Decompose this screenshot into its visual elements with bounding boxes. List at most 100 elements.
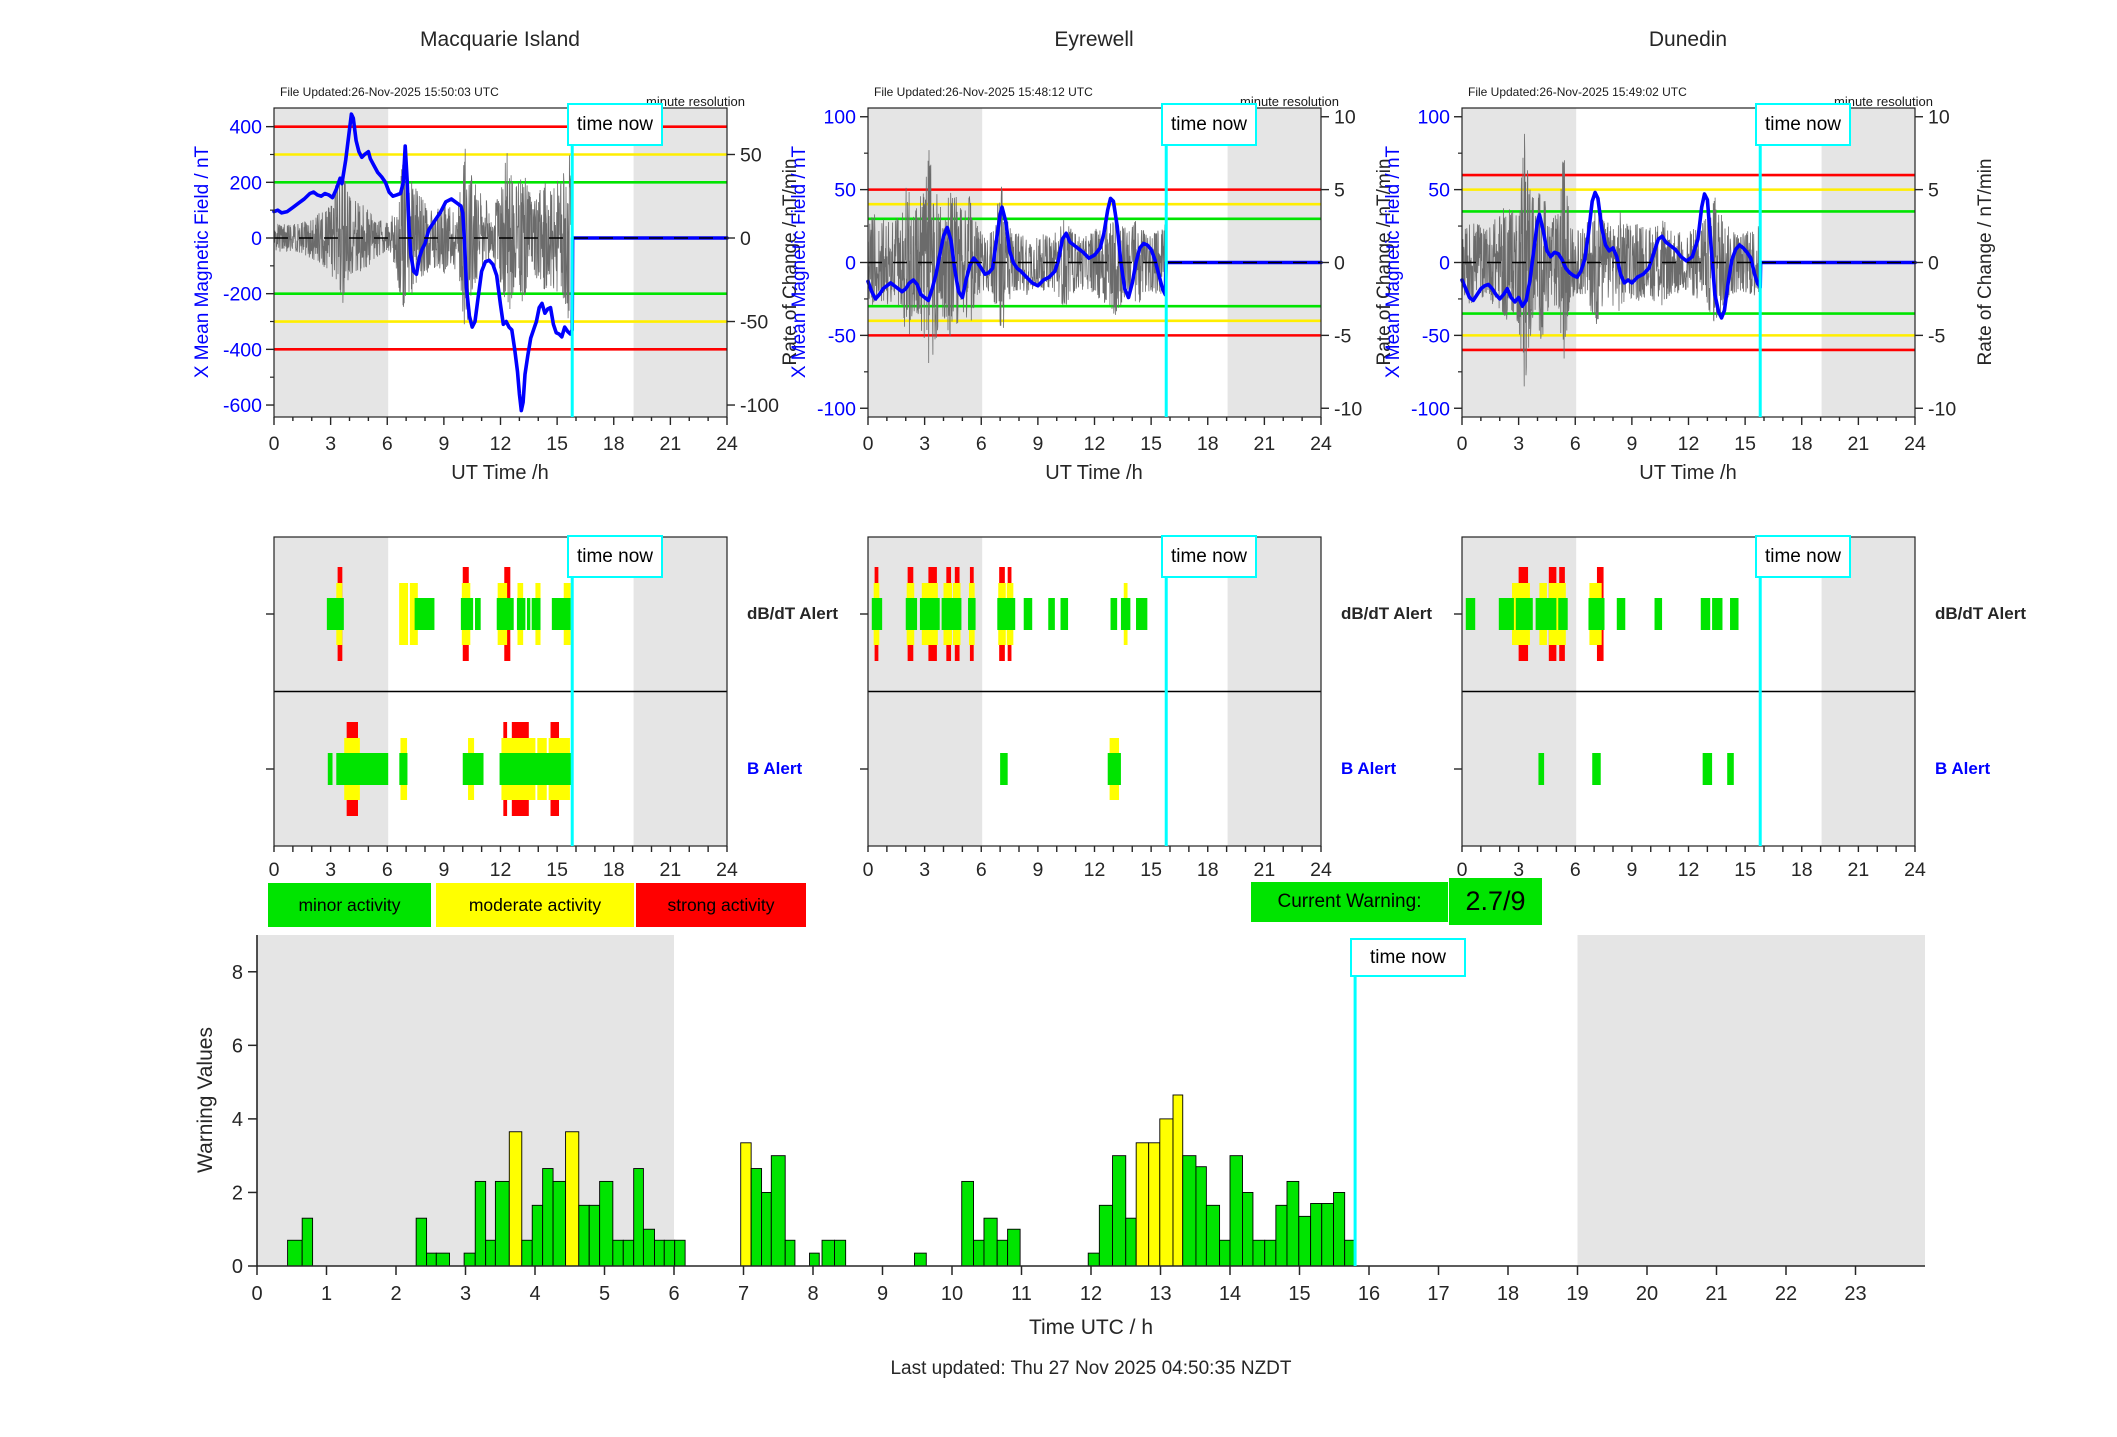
svg-text:200: 200: [229, 172, 262, 194]
svg-text:-100: -100: [1411, 398, 1450, 420]
line-chart-macquarie-island: 0 3 6 9 12 15 18 21 24 400 200 0 -200 -400 -600 50 0 -50 -…: [223, 107, 779, 455]
svg-text:5: 5: [599, 1283, 610, 1305]
svg-text:6: 6: [382, 859, 393, 881]
svg-text:8: 8: [807, 1283, 818, 1305]
svg-text:50: 50: [834, 180, 856, 202]
svg-text:21: 21: [1254, 433, 1276, 455]
svg-text:6: 6: [1570, 433, 1581, 455]
svg-text:18: 18: [1497, 1283, 1519, 1305]
svg-text:3: 3: [325, 433, 336, 455]
warning-values-axis-label: Warning Values: [194, 1027, 217, 1173]
svg-text:18: 18: [603, 859, 625, 881]
svg-text:12: 12: [1084, 433, 1106, 455]
svg-text:8: 8: [232, 962, 243, 984]
svg-text:0: 0: [269, 433, 280, 455]
svg-text:12: 12: [490, 433, 512, 455]
current-warning-value: 2.7/9: [1449, 878, 1542, 925]
svg-text:18: 18: [1197, 433, 1219, 455]
svg-text:9: 9: [1626, 433, 1637, 455]
svg-text:15: 15: [546, 859, 568, 881]
svg-text:21: 21: [1848, 859, 1870, 881]
svg-text:12: 12: [1080, 1283, 1102, 1305]
time-now-box-top-2: time now: [1161, 103, 1257, 146]
svg-text:0: 0: [845, 253, 856, 275]
svg-text:0: 0: [251, 228, 262, 250]
svg-text:4: 4: [232, 1109, 243, 1131]
svg-text:9: 9: [438, 433, 449, 455]
time-now-box-top-1: time now: [567, 103, 663, 146]
y-axis-label-rate-3: Rate of Change / nT/min: [1975, 158, 1996, 366]
svg-text:9: 9: [1032, 433, 1043, 455]
svg-text:3: 3: [919, 433, 930, 455]
dbdt-alert-label-3: dB/dT Alert: [1935, 604, 2026, 623]
svg-text:24: 24: [1310, 859, 1332, 881]
svg-text:15: 15: [1734, 433, 1756, 455]
station-title-dunedin: Dunedin: [1648, 28, 1728, 51]
svg-text:24: 24: [716, 859, 738, 881]
last-updated-text: Last updated: Thu 27 Nov 2025 04:50:35 N…: [890, 1358, 1292, 1379]
svg-text:2: 2: [390, 1283, 401, 1305]
legend-strong-activity: strong activity: [636, 883, 806, 927]
svg-text:24: 24: [1310, 433, 1332, 455]
svg-text:6: 6: [668, 1283, 679, 1305]
svg-text:15: 15: [546, 433, 568, 455]
minute-resolution-label-2: minute resolution: [1240, 94, 1339, 109]
svg-text:0: 0: [1457, 859, 1468, 881]
svg-text:0: 0: [740, 228, 751, 250]
ut-time-label-3: UT Time /h: [1639, 462, 1737, 484]
svg-text:15: 15: [1140, 433, 1162, 455]
svg-text:-600: -600: [223, 395, 262, 417]
b-alert-label-1: B Alert: [747, 759, 803, 778]
time-now-box-mid-3: time now: [1755, 535, 1851, 578]
svg-text:10: 10: [1928, 107, 1950, 129]
svg-text:3: 3: [325, 859, 336, 881]
svg-text:18: 18: [603, 433, 625, 455]
time-utc-axis-label: Time UTC / h: [1028, 1316, 1154, 1339]
y-axis-label-field-1: X Mean Magnetic Field / nT: [192, 145, 213, 379]
svg-text:100: 100: [1417, 107, 1450, 129]
legend-minor-activity: minor activity: [268, 883, 431, 927]
svg-text:24: 24: [1904, 859, 1926, 881]
svg-text:12: 12: [1678, 859, 1700, 881]
svg-text:24: 24: [716, 433, 738, 455]
svg-text:9: 9: [1626, 859, 1637, 881]
svg-text:22: 22: [1775, 1283, 1797, 1305]
svg-text:13: 13: [1149, 1283, 1171, 1305]
svg-text:5: 5: [1334, 180, 1345, 202]
svg-text:3: 3: [1513, 859, 1524, 881]
station-title-eyrewell: Eyrewell: [1054, 28, 1134, 51]
svg-text:2: 2: [232, 1182, 243, 1204]
svg-text:10: 10: [1334, 107, 1356, 129]
svg-text:-5: -5: [1928, 325, 1945, 347]
legend-moderate-activity: moderate activity: [436, 883, 634, 927]
svg-text:20: 20: [1636, 1283, 1658, 1305]
svg-text:12: 12: [1084, 859, 1106, 881]
file-updated-eyrewell: File Updated:26-Nov-2025 15:48:12 UTC: [874, 85, 1093, 99]
svg-text:17: 17: [1427, 1283, 1449, 1305]
dbdt-alert-label-1: dB/dT Alert: [747, 604, 838, 623]
svg-text:15: 15: [1288, 1283, 1310, 1305]
y-axis-label-field-3: X Mean Magnetic Field / nT: [1383, 145, 1404, 379]
svg-text:0: 0: [269, 859, 280, 881]
time-now-box-mid-2: time now: [1161, 535, 1257, 578]
svg-text:6: 6: [976, 859, 987, 881]
file-updated-macquarie: File Updated:26-Nov-2025 15:50:03 UTC: [280, 85, 499, 99]
svg-text:400: 400: [229, 117, 262, 139]
svg-text:50: 50: [1428, 180, 1450, 202]
current-warning-label: Current Warning:: [1251, 882, 1448, 922]
svg-text:14: 14: [1219, 1283, 1241, 1305]
svg-text:-200: -200: [223, 284, 262, 306]
dbdt-alert-label-2: dB/dT Alert: [1341, 604, 1432, 623]
svg-text:-5: -5: [1334, 325, 1351, 347]
alert-chart-eyrewell: 0 3 6 9 12 15 18 21 24: [860, 536, 1332, 881]
station-title-macquarie: Macquarie Island: [420, 28, 580, 51]
svg-text:-50: -50: [828, 325, 856, 347]
svg-text:21: 21: [1848, 433, 1870, 455]
file-updated-dunedin: File Updated:26-Nov-2025 15:49:02 UTC: [1468, 85, 1687, 99]
svg-text:18: 18: [1791, 859, 1813, 881]
alert-chart-macquarie-island: 0 3 6 9 12 15 18 21 24: [266, 536, 738, 881]
minute-resolution-label-1: minute resolution: [646, 94, 745, 109]
